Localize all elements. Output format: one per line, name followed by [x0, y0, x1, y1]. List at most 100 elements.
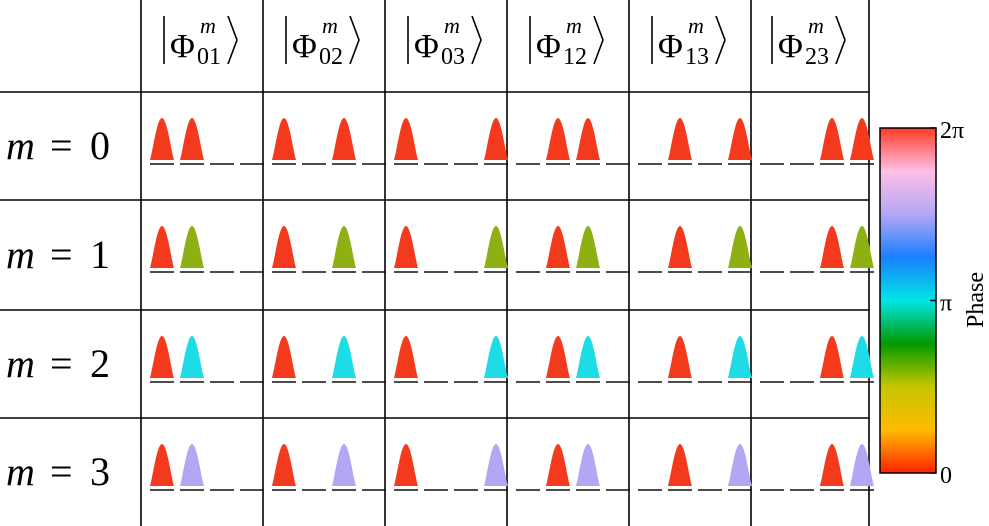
colorbar-tick-label: π [940, 291, 952, 317]
cell [760, 226, 874, 273]
reference-peak [272, 444, 296, 486]
cell [638, 336, 752, 383]
column-header: Φm 12 [529, 13, 604, 70]
ket-subscript: 02 [319, 44, 343, 70]
ket-subscript: 23 [805, 44, 829, 70]
cell [150, 444, 264, 491]
ket-subscript: 13 [685, 44, 709, 70]
phase-peak [484, 118, 508, 160]
phase-peak [332, 226, 356, 268]
reference-peak [668, 444, 692, 486]
cell [394, 336, 508, 383]
reference-peak [272, 118, 296, 160]
row-label-value: 2 [90, 341, 110, 386]
reference-peak [820, 226, 844, 268]
phase-peak [728, 444, 752, 486]
reference-peak [546, 226, 570, 268]
phase-peak [850, 118, 874, 160]
phase-peak [180, 226, 204, 268]
cell [150, 118, 264, 165]
cell [516, 444, 630, 491]
phase-peak [728, 336, 752, 378]
ket-superscript: m [808, 13, 824, 38]
table-cells [150, 118, 874, 491]
reference-peak [668, 118, 692, 160]
reference-peak [668, 226, 692, 268]
reference-peak [820, 118, 844, 160]
colorbar-tick-label: 2π [940, 118, 964, 144]
ket-angle [471, 15, 482, 65]
phase-peak [728, 226, 752, 268]
phase-peak [332, 444, 356, 486]
cell [394, 226, 508, 273]
cell [272, 226, 386, 273]
phase-peak [576, 336, 600, 378]
row-label-var: m [6, 232, 35, 277]
phase-peak [484, 444, 508, 486]
cell [150, 336, 264, 383]
ket-superscript: m [322, 13, 338, 38]
column-header: Φm 02 [285, 13, 360, 70]
row-label-eq: = [50, 123, 73, 168]
ket-symbol: Φ [778, 28, 803, 65]
ket-symbol: Φ [170, 28, 195, 65]
ket-subscript: 12 [563, 44, 587, 70]
ket-symbol: Φ [292, 28, 317, 65]
cell [760, 118, 874, 165]
colorbar-label: Phase [963, 272, 989, 328]
ket-symbol: Φ [658, 28, 683, 65]
reference-peak [272, 226, 296, 268]
row-label: m = 0 [6, 123, 110, 168]
cell [394, 444, 508, 491]
row-label: m = 3 [6, 449, 110, 494]
phase-peak [576, 444, 600, 486]
phase-peak [180, 444, 204, 486]
reference-peak [150, 336, 174, 378]
ket-symbol: Φ [536, 28, 561, 65]
phase-peak [484, 336, 508, 378]
ket-angle [227, 15, 238, 65]
row-label-var: m [6, 341, 35, 386]
row-label-eq: = [50, 232, 73, 277]
row-label-eq: = [50, 449, 73, 494]
reference-peak [820, 336, 844, 378]
ket-angle [593, 15, 604, 65]
reference-peak [546, 444, 570, 486]
colorbar-gradient [879, 127, 937, 474]
column-header: Φm 13 [651, 13, 726, 70]
phase-peak [576, 118, 600, 160]
row-labels: m = 0 m = 1 m = 2 m = 3 [6, 123, 110, 494]
cell [516, 118, 630, 165]
row-label-value: 1 [90, 232, 110, 277]
phase-peak [332, 336, 356, 378]
colorbar-tick-label: 0 [940, 463, 952, 489]
ket-subscript: 01 [197, 44, 221, 70]
reference-peak [272, 336, 296, 378]
row-label-eq: = [50, 341, 73, 386]
row-label-var: m [6, 449, 35, 494]
phase-peak [850, 336, 874, 378]
reference-peak [150, 444, 174, 486]
phase-peak [180, 336, 204, 378]
ket-superscript: m [688, 13, 704, 38]
ket-superscript: m [200, 13, 216, 38]
cell [638, 118, 752, 165]
reference-peak [394, 226, 418, 268]
row-label: m = 2 [6, 341, 110, 386]
reference-peak [820, 444, 844, 486]
reference-peak [394, 118, 418, 160]
cell [272, 118, 386, 165]
phase-peak [180, 118, 204, 160]
phase-colorbar: 2π π 0 Phase [879, 118, 989, 489]
ket-symbol: Φ [414, 28, 439, 65]
cell [516, 226, 630, 273]
ket-subscript: 03 [441, 44, 465, 70]
phase-peak [332, 118, 356, 160]
column-header: Φm 01 [163, 13, 238, 70]
ket-angle [715, 15, 726, 65]
ket-superscript: m [566, 13, 582, 38]
cell [638, 444, 752, 491]
reference-peak [394, 444, 418, 486]
cell [760, 444, 874, 491]
